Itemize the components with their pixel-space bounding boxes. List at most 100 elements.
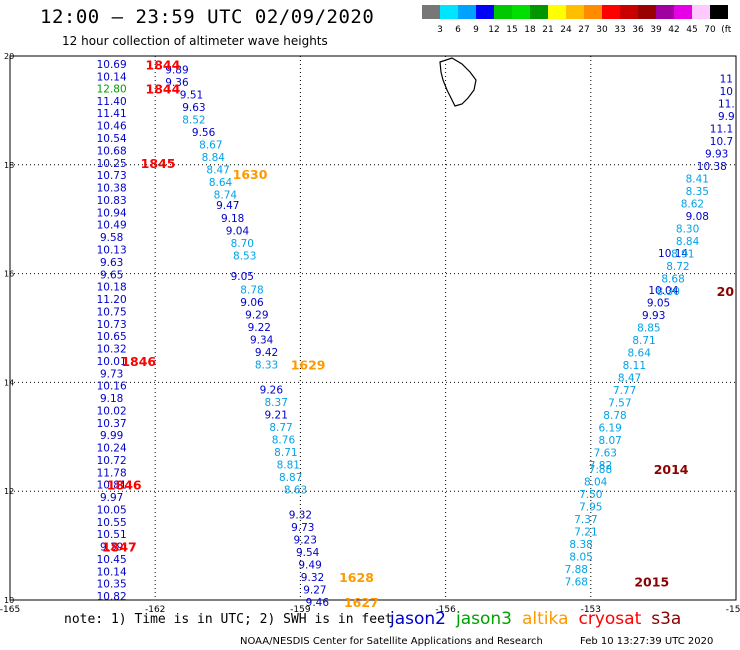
y-tick-label: 10 xyxy=(4,596,14,605)
wave-height-value: 8.63 xyxy=(284,485,307,497)
wave-height-value: 10.38 xyxy=(97,183,127,195)
wave-height-value: 10.65 xyxy=(97,331,127,343)
wave-height-value: 8.38 xyxy=(569,539,592,551)
colorbar-swatch xyxy=(620,5,638,19)
colorbar-swatch xyxy=(548,5,566,19)
wave-height-value: 8.76 xyxy=(272,435,296,447)
wave-height-value: 10.94 xyxy=(97,208,127,220)
wave-height-value: 8.47 xyxy=(618,373,641,385)
wave-height-value: 9.65 xyxy=(100,270,123,282)
colorbar-swatch xyxy=(656,5,674,19)
colorbar-label: 33 xyxy=(614,25,625,35)
wave-height-value: 10.54 xyxy=(97,133,127,145)
colorbar-swatch xyxy=(710,5,728,19)
wave-height-value: 9.27 xyxy=(303,585,326,597)
wave-height-value: 11 xyxy=(720,73,733,85)
wave-height-value: 7.57 xyxy=(608,398,631,410)
y-tick-label: 14 xyxy=(4,378,14,387)
colorbar-label: 6 xyxy=(455,25,461,35)
wave-height-value: 10.72 xyxy=(97,455,127,467)
wave-height-value: 7.50 xyxy=(579,489,602,501)
y-tick-label: 18 xyxy=(4,161,14,170)
wave-height-value: 10.14 xyxy=(97,567,127,579)
legend-item: cryosat xyxy=(578,609,642,629)
legend-item: s3a xyxy=(651,609,682,629)
wave-height-value: 11.1 xyxy=(710,123,733,135)
wave-height-value: 8.47 xyxy=(206,165,229,177)
wave-height-value: 7.77 xyxy=(613,385,636,397)
wave-height-value: 8.64 xyxy=(628,347,652,359)
wave-height-value: 10.14 xyxy=(97,72,127,84)
wave-height-value: 9.36 xyxy=(165,77,189,89)
wave-height-value: 8.68 xyxy=(661,273,684,285)
wave-height-value: 7.88 xyxy=(565,564,588,576)
time-label: 1844 xyxy=(146,82,181,97)
chart-title: 12:00 – 23:59 UTC 02/09/2020 xyxy=(40,6,375,28)
wave-height-value: 8.84 xyxy=(202,152,226,164)
wave-height-value: 10.45 xyxy=(97,554,127,566)
wave-height-value: 10.75 xyxy=(97,307,127,319)
wave-height-value: 9.18 xyxy=(100,393,123,405)
wave-height-value: 10.25 xyxy=(97,158,127,170)
colorbar-label: (ft) xyxy=(721,25,732,35)
x-tick-label: -156 xyxy=(435,605,456,615)
wave-height-value: 10.46 xyxy=(97,121,127,133)
wave-height-value: 11.20 xyxy=(97,294,127,306)
wave-height-value: 9.63 xyxy=(182,102,205,114)
wave-height-value: 10.05 xyxy=(97,505,127,517)
wave-height-value: 8.30 xyxy=(657,286,680,298)
wave-height-value: 7.95 xyxy=(579,501,602,513)
wave-height-value: 9.93 xyxy=(642,310,665,322)
wave-height-value: 10.02 xyxy=(97,406,127,418)
wave-height-value: 9.05 xyxy=(647,297,670,309)
time-label: 1847 xyxy=(102,540,137,555)
wave-height-value: 11. xyxy=(718,98,735,110)
x-tick-label: -159 xyxy=(290,605,311,615)
wave-height-value: 9.29 xyxy=(245,309,268,321)
colorbar-swatch xyxy=(458,5,476,19)
wave-height-value: 9.32 xyxy=(301,572,324,584)
x-tick-label: -165 xyxy=(0,605,20,615)
colorbar-label: 70 xyxy=(704,25,716,35)
wave-height-value: 10.55 xyxy=(97,517,127,529)
colorbar-label: 42 xyxy=(668,25,679,35)
footer-note: note: 1) Time is in UTC; 2) SWH is in fe… xyxy=(64,612,393,627)
wave-height-value: 9.51 xyxy=(180,90,203,102)
colorbar-label: 45 xyxy=(686,25,697,35)
wave-height-value: 8.74 xyxy=(214,190,238,202)
wave-height-value: 7.37 xyxy=(574,514,597,526)
wave-height-value: 9.56 xyxy=(192,127,216,139)
wave-height-value: 8.33 xyxy=(255,359,278,371)
wave-height-value: 9.97 xyxy=(100,492,123,504)
time-label: 1628 xyxy=(339,570,374,585)
x-tick-label: -150 xyxy=(726,605,740,615)
wave-height-value: 10.51 xyxy=(97,529,127,541)
wave-height-value: 8.77 xyxy=(269,422,292,434)
colorbar-label: 21 xyxy=(542,25,553,35)
wave-height-value: 10.35 xyxy=(97,579,127,591)
satellite-legend: jason2 jason3 altika cryosat s3a xyxy=(390,609,691,629)
time-label: 2014 xyxy=(654,462,689,477)
wave-height-value: 10.13 xyxy=(97,245,127,257)
x-tick-label: -153 xyxy=(581,605,601,615)
wave-height-value: 10.14 xyxy=(658,248,688,260)
wave-height-value: 8.78 xyxy=(603,410,626,422)
wave-height-value: 8.72 xyxy=(666,261,689,273)
wave-height-value: 9.54 xyxy=(296,547,320,559)
wave-height-value: 9.73 xyxy=(100,369,123,381)
wave-height-value: 8.53 xyxy=(233,251,256,263)
wave-height-value: 9.49 xyxy=(298,560,321,572)
colorbar-label: 39 xyxy=(650,25,662,35)
wave-height-value: 10.01 xyxy=(97,356,127,368)
wave-height-value: 10.82 xyxy=(97,591,127,603)
colorbar-label: 30 xyxy=(596,25,608,35)
wave-height-value: 8.84 xyxy=(676,236,700,248)
wave-height-value: 8.87 xyxy=(279,472,302,484)
wave-height-value: 9.23 xyxy=(294,535,317,547)
wave-height-value: 10.18 xyxy=(97,282,127,294)
wave-height-value: 10.81 xyxy=(97,480,127,492)
colorbar-swatch xyxy=(476,5,494,19)
wave-height-value: 8.78 xyxy=(240,284,263,296)
